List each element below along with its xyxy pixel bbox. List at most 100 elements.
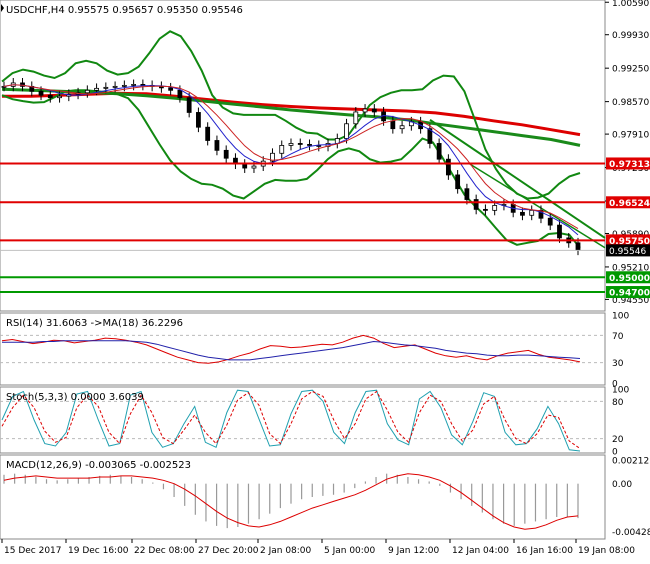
x-tick-label: 12 Jan 04:00 xyxy=(452,546,509,556)
candle-body xyxy=(390,120,396,130)
rsi-line xyxy=(1,334,581,364)
stoch-tick-label: 80 xyxy=(612,398,624,408)
candle-body xyxy=(575,242,581,251)
price-tick-label: 0.99250 xyxy=(612,65,649,75)
level-label-box xyxy=(606,271,650,284)
level-label: 0.95750 xyxy=(609,237,650,247)
ohlc-header: USDCHF,H4 0.95575 0.95657 0.95350 0.9554… xyxy=(6,5,243,16)
candle-body xyxy=(112,85,118,88)
candle-body xyxy=(223,149,229,159)
macd-tick-label: -0.004288 xyxy=(612,528,650,538)
macd-plot xyxy=(3,473,579,530)
x-tick-label: 9 Jan 12:00 xyxy=(388,546,440,556)
stoch-d-line xyxy=(1,390,581,449)
stoch-tick-label: 100 xyxy=(612,386,629,396)
candle-body xyxy=(140,84,146,86)
stoch-tick-label: 20 xyxy=(612,435,624,445)
macd-signal-line xyxy=(3,473,579,530)
candle-body xyxy=(288,143,294,146)
candle-body xyxy=(242,163,248,169)
x-tick-label: 16 Jan 16:00 xyxy=(516,546,573,556)
trendline-lower xyxy=(469,163,606,249)
candle-body xyxy=(529,209,535,216)
candle-body xyxy=(103,86,109,89)
x-tick-label: 2 Jan 08:00 xyxy=(260,546,312,556)
ma-fast-blue-line xyxy=(3,84,579,236)
candle-body xyxy=(307,144,312,146)
candle-body xyxy=(251,165,257,169)
bollinger-lower-line xyxy=(1,89,581,249)
candle-body xyxy=(455,174,461,190)
candle-body xyxy=(279,145,285,154)
last-price-label: 0.95546 xyxy=(609,247,646,257)
candle-body xyxy=(353,111,359,125)
candle-body xyxy=(94,87,99,91)
x-tick-label: 19 Jan 08:00 xyxy=(578,546,635,556)
price-tick-label: 0.95210 xyxy=(612,263,649,273)
trendline-upper xyxy=(429,119,606,239)
level-label: 0.97313 xyxy=(609,160,650,170)
candle-body xyxy=(362,108,368,113)
x-tick-label: 15 Dec 2017 xyxy=(4,546,62,556)
level-label-box xyxy=(606,286,650,299)
stoch-header: Stoch(5,3,3) 0.0000 3.6039 xyxy=(6,392,144,403)
macd-tick-label: 0.00212 xyxy=(612,457,649,467)
stoch-k-line xyxy=(1,389,581,452)
candle-body xyxy=(297,143,303,145)
candle-body xyxy=(168,87,174,91)
candle-body xyxy=(427,128,433,144)
candle-body xyxy=(538,209,544,219)
candle-body xyxy=(547,217,553,226)
rsi-pane xyxy=(0,312,606,386)
bollinger-upper-line xyxy=(1,30,581,200)
level-label: 0.95000 xyxy=(609,274,650,284)
price-tick-label: 0.99930 xyxy=(612,31,649,41)
level-label: 0.96524 xyxy=(609,199,650,209)
candle-body xyxy=(84,89,90,94)
candle-body xyxy=(492,205,498,211)
x-tick-label: 27 Dec 20:00 xyxy=(198,546,259,556)
rsi-tick-label: 70 xyxy=(612,332,624,342)
x-tick-label: 19 Dec 16:00 xyxy=(68,546,129,556)
candle-body xyxy=(38,90,44,96)
rsi-tick-label: 0 xyxy=(612,380,618,390)
ma-fast-red-line xyxy=(3,84,579,230)
price-tick-label: 0.98570 xyxy=(612,98,649,108)
level-label: 0.94700 xyxy=(609,289,650,299)
x-tick-label: 5 Jan 00:00 xyxy=(324,546,376,556)
last-price-box xyxy=(606,244,650,257)
candle-body xyxy=(214,140,220,151)
candle-body xyxy=(121,84,127,87)
candle-body xyxy=(270,152,275,162)
level-label-box xyxy=(606,196,650,209)
rsi-header: RSI(14) 31.6063 ->MA(18) 36.2296 xyxy=(6,318,183,329)
macd-tick-label: 0.00 xyxy=(612,480,632,490)
price-plot xyxy=(0,30,606,294)
candle-body xyxy=(205,126,211,141)
rsi-plot xyxy=(0,334,605,364)
candle-body xyxy=(557,224,562,239)
candle-body xyxy=(371,108,377,113)
header-arrow-icon xyxy=(1,4,4,12)
rsi-tick-label: 100 xyxy=(612,312,629,322)
candle-body xyxy=(399,125,405,130)
rsi-tick-label: 30 xyxy=(612,359,624,369)
candle-body xyxy=(196,112,201,128)
x-tick-label: 22 Dec 08:00 xyxy=(134,546,195,556)
candle-body xyxy=(473,199,479,210)
level-label-box xyxy=(606,234,650,247)
candle-body xyxy=(520,211,525,216)
price-tick-label: 0.97910 xyxy=(612,131,649,141)
macd-header: MACD(12,26,9) -0.003065 -0.002523 xyxy=(6,460,191,471)
candle-body xyxy=(445,158,451,176)
candle-body xyxy=(131,84,137,86)
candle-body xyxy=(57,95,62,99)
rsi-ma-line xyxy=(2,340,581,361)
candle-body xyxy=(344,123,349,139)
price-tick-label: 0.94550 xyxy=(612,296,649,306)
candle-body xyxy=(436,143,442,160)
stoch-plot xyxy=(0,389,605,452)
